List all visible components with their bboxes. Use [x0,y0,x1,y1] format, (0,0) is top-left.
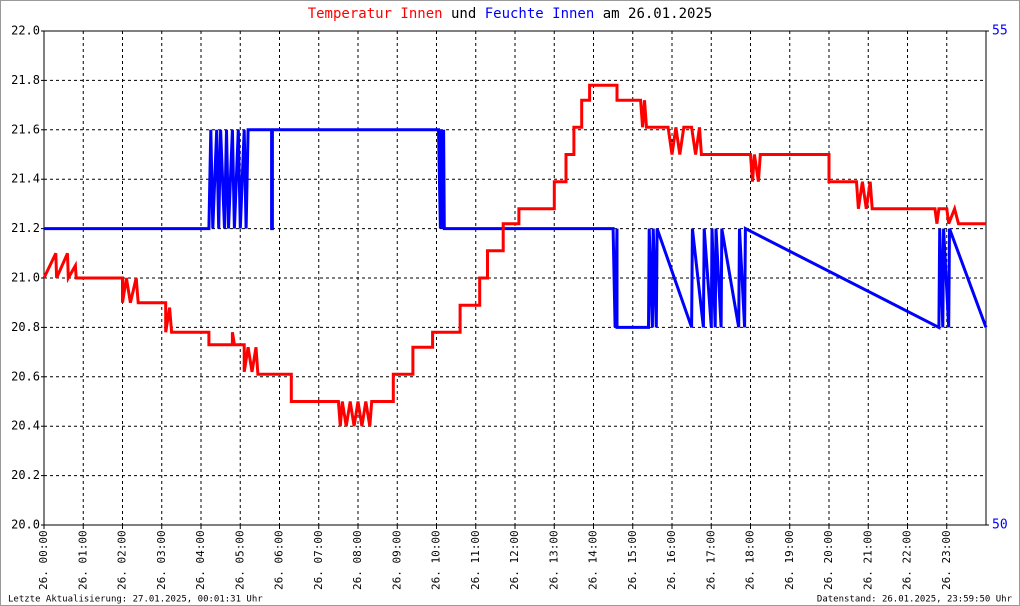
x-tick-label: 26. 09:00 [390,530,403,590]
y-tick-label: 21.8 [11,73,40,87]
y-tick-label: 21.0 [11,271,40,285]
x-tick-label: 26. 11:00 [469,530,482,590]
title-part: und [451,6,476,22]
y-tick-label: 21.2 [11,221,40,235]
title-part: Temperatur Innen [308,6,443,22]
footer-right: Datenstand: 26.01.2025, 23:59:50 Uhr [817,595,1013,605]
x-tick-label: 26. 19:00 [783,530,796,590]
series-line [42,83,986,427]
x-tick-label: 26. 01:00 [76,530,89,590]
y-tick-label: 20.2 [11,468,40,482]
y-tick-label: 21.6 [11,122,40,136]
x-tick-label: 26. 00:00 [37,530,50,590]
chart-title: Temperatur Innen und Feuchte Innen am 26… [308,6,713,22]
y-tick-label: 22.0 [11,24,40,38]
y-tick-label: 20.0 [11,518,40,532]
x-tick-label: 26. 23:00 [940,530,953,590]
x-tick-label: 26. 12:00 [508,530,521,590]
footer-left: Letzte Aktualisierung: 27.01.2025, 00:01… [8,595,263,605]
title-part: Feuchte Innen [485,6,595,22]
title-part: am 26.01.2025 [603,6,713,22]
x-tick-label: 26. 18:00 [744,530,757,590]
x-tick-label: 26. 02:00 [116,530,129,590]
x-tick-label: 26. 05:00 [233,530,246,590]
x-tick-label: 26. 21:00 [861,530,874,590]
y2-tick-label: 55 [992,24,1008,39]
x-tick-label: 26. 06:00 [273,530,286,590]
x-tick-label: 26. 04:00 [194,530,207,590]
x-tick-label: 26. 20:00 [822,530,835,590]
series-line [44,128,988,330]
x-tick-label: 26. 13:00 [547,530,560,590]
y-tick-label: 20.6 [11,369,40,383]
x-tick-label: 26. 16:00 [665,530,678,590]
x-tick-label: 26. 14:00 [587,530,600,590]
y2-tick-label: 50 [992,518,1008,533]
x-tick-label: 26. 17:00 [704,530,717,590]
y-tick-label: 21.4 [11,172,40,186]
x-tick-label: 26. 10:00 [430,530,443,590]
y-tick-label: 20.4 [11,419,40,433]
x-tick-label: 26. 03:00 [155,530,168,590]
x-tick-label: 26. 08:00 [351,530,364,590]
x-tick-label: 26. 07:00 [312,530,325,590]
x-tick-label: 26. 22:00 [901,530,914,590]
y-tick-label: 20.8 [11,320,40,334]
x-tick-label: 26. 15:00 [626,530,639,590]
